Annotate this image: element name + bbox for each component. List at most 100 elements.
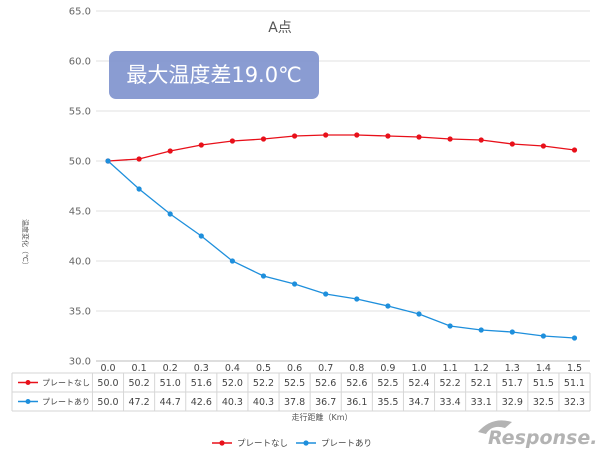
table-legend-marker <box>25 399 31 404</box>
y-tick-label: 60.0 <box>69 57 91 68</box>
table-cell: 52.1 <box>471 378 492 389</box>
data-table: 0.0 0.1 0.2 0.3 0.4 0.5 0.6 0.7 0.8 0.9 1.0 1.1 1.2 1… <box>11 363 591 412</box>
legend: プレートなし プレートあり <box>212 439 372 449</box>
chart-title: A点 <box>268 20 292 36</box>
data-point <box>447 323 453 329</box>
table-cell: 32.5 <box>533 397 554 408</box>
data-point <box>416 134 422 140</box>
table-cell: 34.7 <box>408 397 429 408</box>
data-point <box>540 143 547 149</box>
x-tick-label: 0.6 <box>287 363 302 374</box>
x-tick-label: 0.9 <box>380 363 395 374</box>
data-point <box>509 141 515 147</box>
y-tick-labels: 30.0 35.0 40.0 45.0 50.0 55.0 60.0 65.0 <box>69 7 91 368</box>
data-point <box>323 132 329 138</box>
table-cell: 35.5 <box>377 397 398 408</box>
y-tick-label: 35.0 <box>69 307 91 318</box>
table-cell: 52.6 <box>346 378 367 389</box>
table-cell: 50.2 <box>129 378 150 389</box>
x-tick-label: 0.2 <box>163 363 178 374</box>
data-point <box>509 329 515 335</box>
table-cell: 52.5 <box>377 378 398 389</box>
y-tick-label: 40.0 <box>69 257 91 268</box>
table-cell: 42.6 <box>191 397 212 408</box>
x-tick-label: 1.4 <box>536 363 551 374</box>
y-tick-label: 30.0 <box>69 357 91 368</box>
x-tick-label: 0.3 <box>194 363 209 374</box>
x-tick-label: 1.2 <box>474 363 489 374</box>
data-point <box>571 335 578 341</box>
data-point <box>447 136 453 142</box>
x-tick-label: 0.7 <box>318 363 333 374</box>
data-point <box>478 137 484 143</box>
data-point <box>571 147 578 153</box>
data-point <box>385 133 391 139</box>
watermark-text: Response. <box>488 427 597 449</box>
table-cell: 37.8 <box>284 397 305 408</box>
series-line-2 <box>107 160 575 339</box>
data-point <box>198 142 204 148</box>
data-point <box>292 133 298 139</box>
series-line-1 <box>107 134 575 162</box>
table-cell: 32.9 <box>502 397 523 408</box>
x-tick-label: 0.0 <box>100 363 115 374</box>
table-cell: 40.3 <box>222 397 243 408</box>
data-point <box>540 333 547 339</box>
y-tick-label: 50.0 <box>69 157 91 168</box>
table-cell: 32.3 <box>564 397 585 408</box>
data-point <box>260 136 267 142</box>
data-point <box>167 148 173 154</box>
watermark-logo: Response. <box>478 420 597 449</box>
data-point <box>167 211 173 217</box>
x-tick-label: 0.5 <box>256 363 271 374</box>
data-point <box>136 186 142 192</box>
table-cell: 52.0 <box>222 378 243 389</box>
table-cell: 50.0 <box>97 378 118 389</box>
y-tick-label: 55.0 <box>69 107 91 118</box>
table-cell: 50.0 <box>97 397 118 408</box>
series-lines <box>107 134 575 339</box>
table-cell: 52.6 <box>315 378 336 389</box>
data-point <box>229 138 235 144</box>
table-cell: 52.4 <box>408 378 429 389</box>
legend-marker <box>303 440 309 446</box>
data-point <box>478 327 484 333</box>
table-cell: 33.4 <box>440 397 461 408</box>
table-cell: 36.1 <box>346 397 367 408</box>
legend-marker <box>219 440 225 446</box>
data-point <box>136 156 142 162</box>
data-point <box>292 281 298 287</box>
x-tick-label: 1.0 <box>411 363 426 374</box>
data-point <box>260 273 267 279</box>
table-cell: 52.2 <box>253 378 274 389</box>
table-cell: 47.2 <box>129 397 150 408</box>
table-cell: 52.5 <box>284 378 305 389</box>
data-point <box>354 132 360 138</box>
data-point <box>416 311 422 317</box>
table-cell: 51.7 <box>502 378 523 389</box>
data-point <box>354 296 360 302</box>
x-tick-label: 1.1 <box>443 363 458 374</box>
data-point <box>229 258 235 264</box>
x-tick-label: 1.3 <box>505 363 520 374</box>
y-tick-label: 65.0 <box>69 7 91 18</box>
table-cell: 52.2 <box>440 378 461 389</box>
series-points <box>105 132 578 341</box>
data-point <box>385 303 391 309</box>
x-tick-label: 1.5 <box>567 363 582 374</box>
annotation-box: 最大温度差19.0℃ <box>109 51 319 99</box>
table-legend-marker <box>25 380 31 385</box>
data-point <box>323 291 329 297</box>
watermark-swoosh-icon <box>478 420 512 434</box>
table-cell: 51.1 <box>564 378 585 389</box>
x-tick-label: 0.8 <box>349 363 364 374</box>
table-cell: 51.5 <box>533 378 554 389</box>
table-series-name: プレートあり <box>42 398 90 407</box>
x-tick-label: 0.4 <box>225 363 240 374</box>
x-tick-label: 0.1 <box>132 363 147 374</box>
legend-label: プレートあり <box>321 439 372 449</box>
table-series-name: プレートなし <box>42 379 90 388</box>
table-cell: 33.1 <box>471 397 492 408</box>
data-point <box>105 158 111 164</box>
legend-label: プレートなし <box>237 439 288 449</box>
